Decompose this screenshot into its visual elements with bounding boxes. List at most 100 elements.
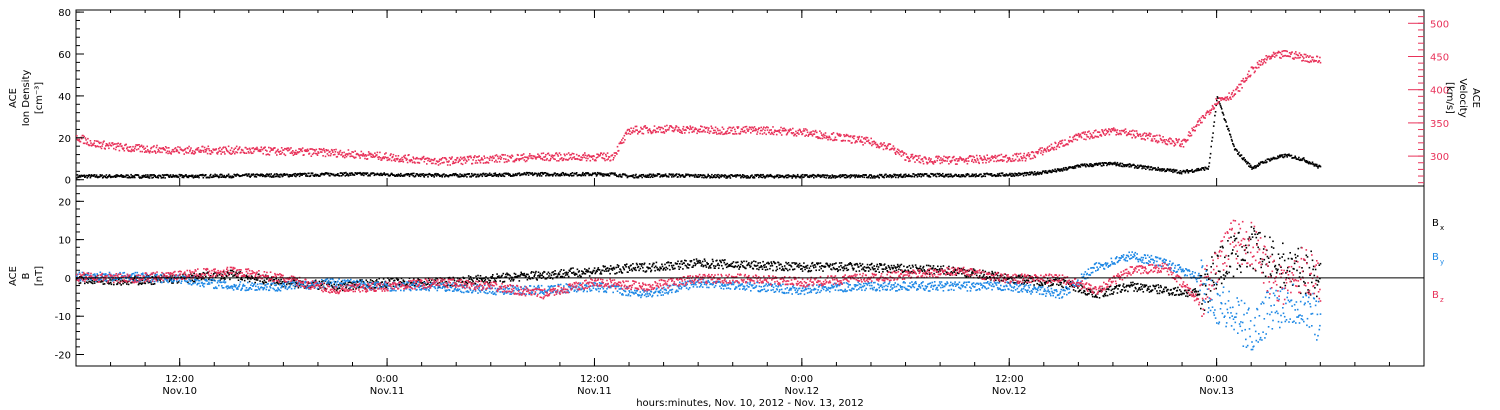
data-point-velocity bbox=[315, 148, 318, 151]
data-point-bx bbox=[631, 270, 634, 272]
data-point-density bbox=[792, 175, 794, 178]
data-point-density bbox=[775, 174, 778, 177]
data-point-velocity bbox=[530, 154, 533, 157]
data-point-velocity bbox=[84, 137, 87, 139]
data-point-velocity bbox=[221, 151, 224, 153]
data-point-density bbox=[672, 173, 674, 175]
data-point-density bbox=[1207, 168, 1209, 170]
data-point-velocity bbox=[886, 147, 888, 150]
data-point-velocity bbox=[194, 152, 197, 154]
data-point-velocity bbox=[100, 141, 102, 144]
data-point-velocity bbox=[1069, 136, 1071, 138]
data-point-bx bbox=[127, 283, 130, 286]
data-point-bx bbox=[533, 275, 535, 277]
data-point-velocity bbox=[1221, 97, 1224, 99]
data-point-density bbox=[556, 173, 559, 175]
data-point-bx bbox=[566, 273, 568, 275]
data-point-velocity bbox=[1103, 129, 1106, 132]
data-point-velocity bbox=[605, 153, 607, 156]
data-point-bx bbox=[606, 267, 609, 269]
data-point-velocity bbox=[199, 149, 201, 151]
data-point-velocity bbox=[235, 145, 238, 148]
data-point-density bbox=[150, 174, 153, 176]
data-point-velocity bbox=[79, 140, 82, 143]
data-point-velocity bbox=[1253, 66, 1255, 69]
data-point-velocity bbox=[734, 130, 737, 133]
data-point-bx bbox=[184, 277, 186, 280]
data-point-velocity bbox=[1230, 93, 1233, 96]
data-point-velocity bbox=[366, 158, 369, 160]
data-point-velocity bbox=[758, 127, 761, 129]
data-point-density bbox=[361, 174, 364, 176]
data-point-density bbox=[596, 171, 599, 174]
data-point-bx bbox=[641, 263, 643, 265]
data-point-bx bbox=[559, 270, 561, 273]
data-point-density bbox=[319, 175, 321, 177]
data-point-density bbox=[196, 176, 198, 178]
data-point-density bbox=[637, 176, 640, 179]
data-point-velocity bbox=[970, 155, 972, 157]
data-point-density bbox=[1245, 160, 1248, 163]
data-point-density bbox=[485, 172, 487, 175]
data-point-velocity bbox=[795, 130, 797, 133]
data-point-density bbox=[703, 174, 706, 177]
data-point-bx bbox=[514, 276, 516, 278]
data-point-velocity bbox=[1306, 55, 1309, 57]
data-point-velocity bbox=[940, 157, 942, 159]
data-point-density bbox=[751, 174, 753, 176]
data-point-velocity bbox=[966, 160, 968, 162]
data-point-bx bbox=[417, 277, 419, 280]
data-point-velocity bbox=[1096, 135, 1098, 138]
data-point-density bbox=[1259, 163, 1261, 165]
data-point-velocity bbox=[321, 151, 323, 153]
data-point-velocity bbox=[503, 161, 506, 164]
data-point-density bbox=[753, 175, 755, 178]
data-point-velocity bbox=[1159, 135, 1161, 137]
data-point-density bbox=[217, 175, 219, 178]
data-point-velocity bbox=[529, 153, 531, 155]
data-point-density bbox=[185, 174, 187, 176]
data-point-velocity bbox=[1179, 143, 1182, 145]
data-point-velocity bbox=[313, 149, 316, 151]
data-point-velocity bbox=[1076, 139, 1079, 141]
data-point-velocity bbox=[763, 126, 765, 128]
data-point-bx bbox=[354, 284, 356, 286]
data-point-velocity bbox=[1105, 133, 1108, 135]
data-point-velocity bbox=[905, 153, 908, 155]
data-point-velocity bbox=[1009, 158, 1011, 160]
data-point-velocity bbox=[343, 156, 346, 159]
data-point-density bbox=[841, 175, 843, 178]
data-point-density bbox=[493, 174, 496, 177]
data-point-velocity bbox=[947, 156, 950, 158]
data-point-velocity bbox=[1077, 132, 1080, 135]
data-point-density bbox=[778, 176, 780, 178]
data-point-bx bbox=[596, 268, 599, 271]
data-point-density bbox=[115, 174, 118, 176]
data-point-density bbox=[928, 174, 930, 177]
data-point-velocity bbox=[329, 150, 331, 153]
data-point-density bbox=[693, 174, 695, 177]
data-point-velocity bbox=[713, 132, 716, 134]
data-point-velocity bbox=[663, 132, 666, 134]
data-point-velocity bbox=[85, 143, 88, 145]
data-point-velocity bbox=[704, 131, 706, 133]
data-point-density bbox=[486, 174, 488, 177]
data-point-velocity bbox=[132, 145, 134, 148]
data-point-velocity bbox=[1294, 56, 1296, 59]
data-point-density bbox=[726, 177, 729, 179]
data-point-bx bbox=[513, 272, 516, 275]
data-point-density bbox=[670, 173, 672, 176]
data-point-velocity bbox=[312, 148, 314, 151]
data-point-density bbox=[395, 175, 397, 177]
data-point-bx bbox=[628, 267, 630, 269]
data-point-density bbox=[693, 176, 696, 178]
data-point-density bbox=[1290, 154, 1293, 157]
data-point-velocity bbox=[1111, 129, 1114, 131]
data-point-density bbox=[487, 173, 489, 176]
data-point-density bbox=[929, 176, 932, 178]
data-point-bx bbox=[526, 273, 528, 276]
data-point-velocity bbox=[184, 149, 186, 151]
data-point-velocity bbox=[1210, 109, 1212, 111]
data-point-bx bbox=[527, 273, 529, 276]
data-point-velocity bbox=[780, 126, 782, 129]
